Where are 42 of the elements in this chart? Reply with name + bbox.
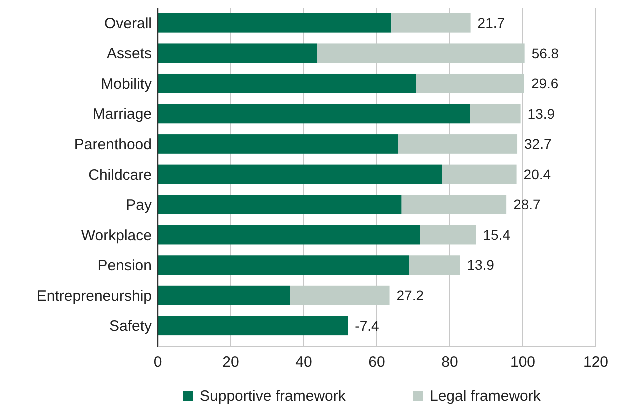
bar (158, 44, 318, 64)
x-tick-label: 100 (510, 354, 536, 371)
data-label: 27.2 (396, 287, 424, 304)
bar (158, 74, 416, 94)
bar (158, 316, 348, 336)
x-tick-label: 20 (222, 354, 240, 371)
y-tick-label: Pension (98, 258, 152, 275)
legend-label: Supportive framework (200, 388, 346, 405)
y-tick-label: Childcare (88, 166, 152, 184)
data-label: 32.7 (524, 136, 552, 152)
data-label: 15.4 (483, 226, 511, 243)
y-tick-label: Pay (126, 197, 152, 214)
y-tick-label: Assets (106, 46, 152, 63)
annotation: -7.4 (355, 318, 380, 334)
y-tick-label: Marriage (92, 106, 152, 124)
bar (158, 134, 398, 154)
x-tick-label: 0 (154, 354, 162, 371)
y-tick-label: Entrepreneurship (36, 288, 152, 305)
bar (158, 13, 392, 33)
data-label: 56.8 (532, 45, 560, 62)
x-tick-label: 60 (368, 354, 386, 371)
bar (158, 225, 420, 245)
x-tick-label: 80 (442, 354, 458, 371)
bar (158, 104, 470, 124)
data-label: 13.9 (467, 257, 495, 274)
y-tick-label: Mobility (101, 76, 152, 93)
bar (158, 286, 290, 306)
y-tick-label: Workplace (81, 227, 152, 244)
data-label: 21.7 (478, 15, 506, 32)
bar (158, 256, 410, 276)
data-label: 20.4 (524, 166, 552, 182)
legend-label: Legal framework (430, 388, 542, 405)
data-label: 28.7 (514, 196, 542, 213)
data-label: 29.6 (531, 76, 559, 92)
y-tick-label: Safety (109, 318, 152, 336)
data-label: 13.9 (528, 106, 556, 122)
x-tick-label: 40 (296, 354, 312, 371)
y-tick-label: Parenthood (74, 136, 152, 154)
y-tick-label: Overall (104, 15, 152, 32)
bar (158, 164, 442, 184)
x-tick-label: 120 (583, 354, 609, 371)
bar (158, 195, 402, 214)
